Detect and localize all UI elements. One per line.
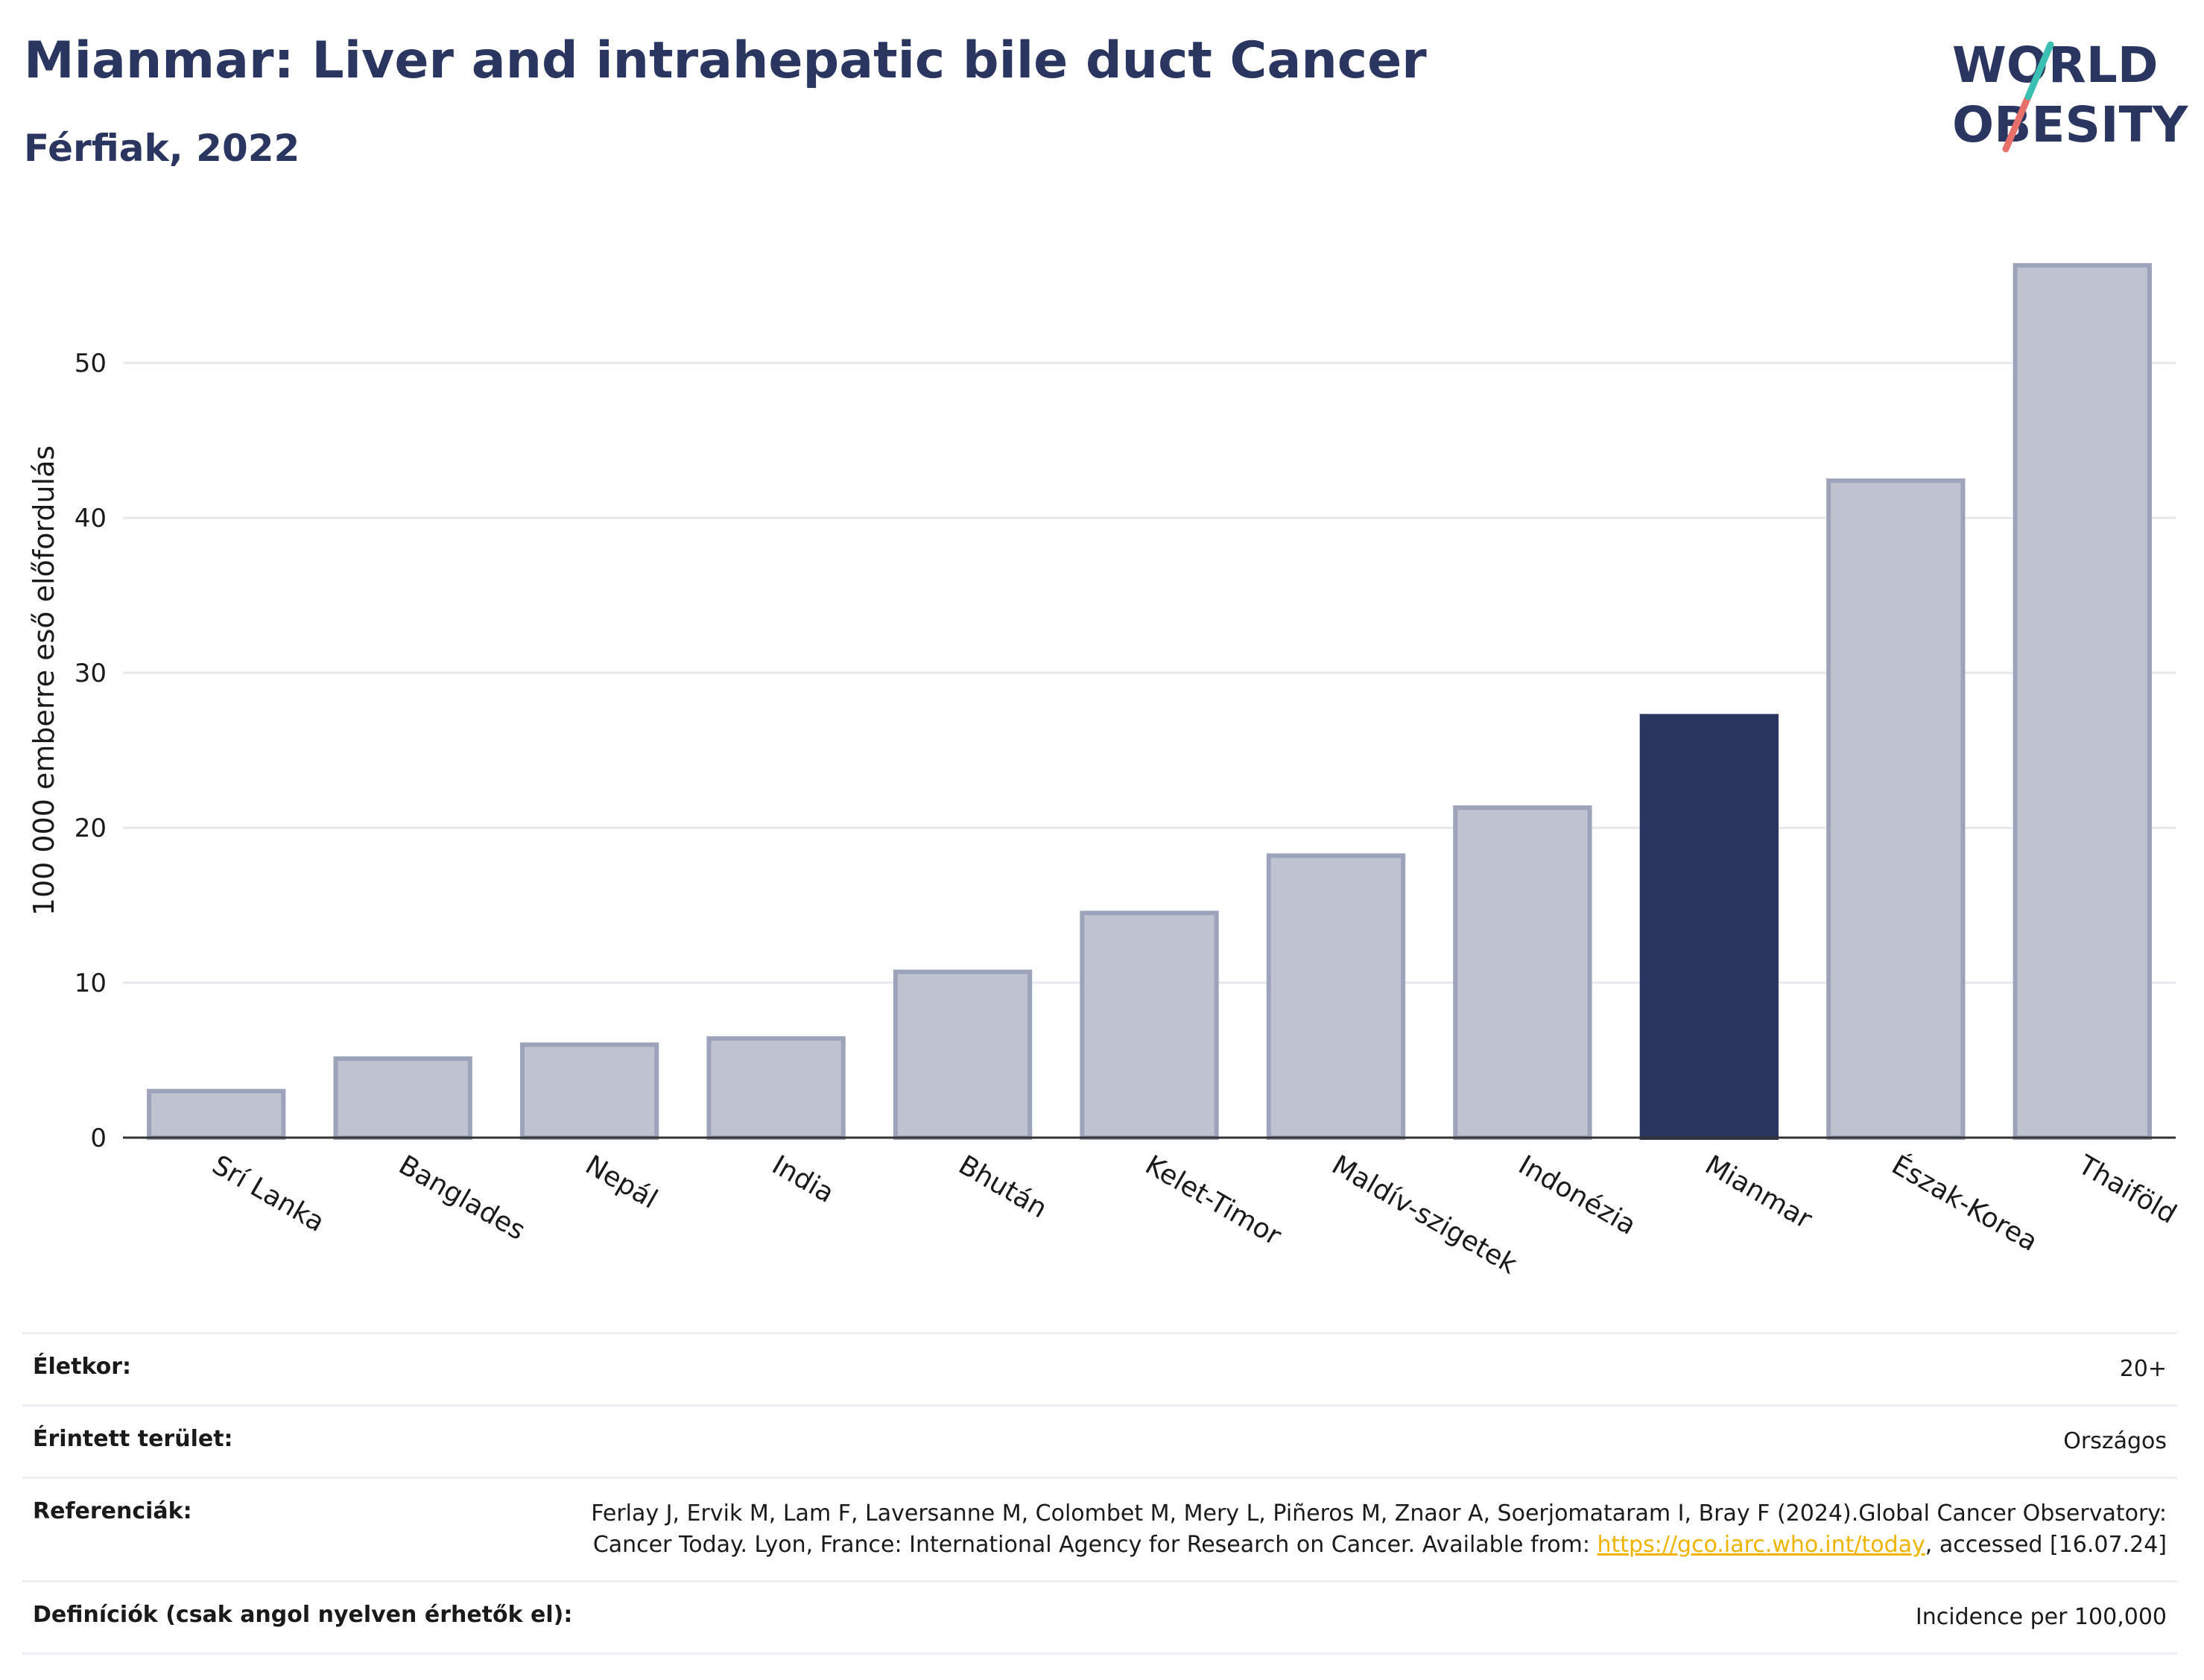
x-tick-label: Thaiföld	[2072, 1150, 2181, 1230]
reference-link[interactable]: https://gco.iarc.who.int/today	[1597, 1532, 1925, 1558]
info-row-age: Életkor: 20+	[22, 1332, 2177, 1404]
info-key: Életkor:	[33, 1354, 132, 1380]
y-tick-label: 40	[75, 504, 107, 533]
info-value: Incidence per 100,000	[1915, 1604, 2167, 1630]
world-obesity-logo: WORLD OBESITY	[1952, 37, 2189, 153]
x-tick-label: Bhután	[954, 1150, 1053, 1224]
y-tick-labels: 0 10 20 30 40 50	[75, 349, 107, 1153]
y-tick-label: 30	[75, 659, 107, 688]
svg-text:WORLD: WORLD	[1952, 37, 2159, 94]
info-row-definitions: Definíciók (csak angol nyelven érhetők e…	[22, 1580, 2177, 1655]
x-tick-label: Srí Lanka	[207, 1150, 330, 1238]
bar-india	[706, 1036, 846, 1141]
x-tick-label: Nepál	[580, 1150, 663, 1215]
x-tick-labels: Srí Lanka Banglades Nepál India Bhután Kelet-…	[207, 1149, 2182, 1280]
y-tick-label: 20	[75, 814, 107, 843]
x-tick-label: Kelet-Timor	[1140, 1150, 1286, 1252]
bars	[147, 263, 2152, 1141]
svg-text:OBESITY: OBESITY	[1952, 96, 2189, 153]
info-row-references: Referenciák: Ferlay J, Ervik M, Lam F, L…	[22, 1477, 2177, 1580]
info-key: Definíciók (csak angol nyelven érhetők e…	[33, 1602, 573, 1628]
bar-chart: 0 10 20 30 40 50 Srí Lanka Banglades Nepál India…	[28, 263, 2182, 1280]
info-value: Ferlay J, Ervik M, Lam F, Laversanne M, …	[565, 1498, 2167, 1561]
bar-indonézia	[1453, 805, 1592, 1141]
bar-maldív-szigetek	[1266, 853, 1406, 1140]
y-tick-label: 10	[75, 969, 107, 998]
info-value: Országos	[2063, 1428, 2167, 1454]
x-tick-label: Észak-Korea	[1887, 1149, 2043, 1258]
bar-észak-korea	[1826, 478, 1966, 1140]
x-tick-label: Indonézia	[1513, 1150, 1641, 1241]
bar-thaiföld	[2013, 263, 2152, 1140]
bar-banglades	[333, 1056, 472, 1140]
bar-mianmar	[1639, 714, 1779, 1140]
x-tick-label: India	[767, 1150, 839, 1209]
x-tick-label: Mianmar	[1700, 1150, 1817, 1235]
reference-text: Ferlay J, Ervik M, Lam F, Laversanne M, …	[591, 1500, 2167, 1558]
info-key: Érintett terület:	[33, 1426, 233, 1452]
info-key: Referenciák:	[33, 1498, 192, 1524]
bar-kelet-timor	[1080, 910, 1219, 1140]
info-table: Életkor: 20+ Érintett terület: Országos …	[22, 1332, 2177, 1655]
page-subtitle: Férfiak, 2022	[24, 127, 300, 170]
info-value: 20+	[2119, 1356, 2167, 1382]
page-title: Mianmar: Liver and intrahepatic bile duc…	[24, 31, 1427, 90]
y-axis-label: 100 000 emberre eső előfordulás	[28, 446, 60, 916]
bar-srí-lanka	[147, 1088, 286, 1141]
x-tick-label: Maldív-szigetek	[1326, 1150, 1521, 1280]
reference-accessed: , accessed [16.07.24]	[1925, 1532, 2167, 1558]
y-tick-label: 50	[75, 349, 107, 378]
y-tick-label: 0	[90, 1123, 107, 1153]
x-tick-label: Banglades	[393, 1150, 531, 1246]
info-row-area: Érintett terület: Országos	[22, 1404, 2177, 1477]
bar-nepál	[519, 1042, 659, 1140]
bar-bhután	[893, 969, 1033, 1141]
